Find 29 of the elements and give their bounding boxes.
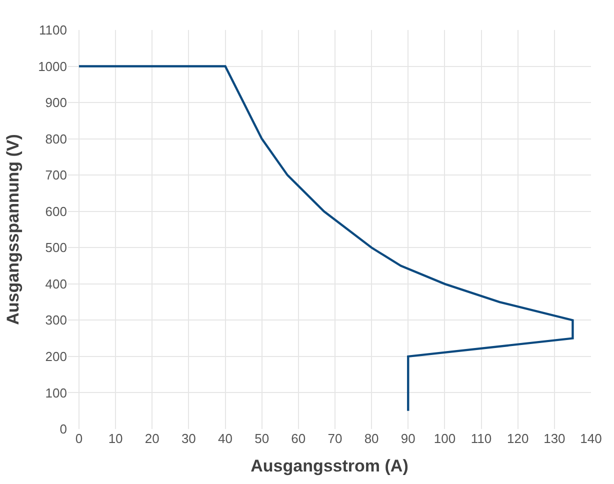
x-tick-label: 20 <box>144 431 160 446</box>
y-tick-label: 300 <box>45 312 67 328</box>
x-tick-label: 10 <box>108 431 123 446</box>
x-tick-label: 0 <box>75 431 83 446</box>
y-tick-label: 800 <box>45 131 67 146</box>
x-tick-label: 40 <box>218 431 233 446</box>
y-tick-label: 700 <box>45 168 67 183</box>
x-tick-label: 100 <box>434 431 456 446</box>
x-tick-label: 120 <box>507 431 529 446</box>
y-axis-title: Ausgangsspannung (V) <box>4 134 23 325</box>
x-tick-label: 30 <box>181 431 196 446</box>
x-tick-label: 90 <box>400 431 416 446</box>
y-tick-label: 1100 <box>39 22 67 38</box>
x-tick-label: 50 <box>254 431 270 446</box>
y-tick-label: 600 <box>45 204 67 219</box>
y-tick-label: 900 <box>45 95 67 110</box>
x-tick-label: 110 <box>470 431 492 446</box>
x-axis-title: Ausgangsstrom (A) <box>250 456 408 476</box>
y-tick-label: 400 <box>45 276 67 292</box>
x-tick-label: 80 <box>364 431 379 446</box>
x-tick-label: 60 <box>291 431 306 446</box>
y-tick-label: 1000 <box>38 58 67 74</box>
y-tick-label: 200 <box>45 349 67 364</box>
x-tick-label: 70 <box>328 431 342 446</box>
y-tick-label: 500 <box>45 240 67 256</box>
line-series <box>78 65 574 412</box>
x-tick-label: 140 <box>580 431 602 446</box>
x-tick-label: 130 <box>544 431 566 446</box>
y-tick-label: 100 <box>45 385 67 400</box>
